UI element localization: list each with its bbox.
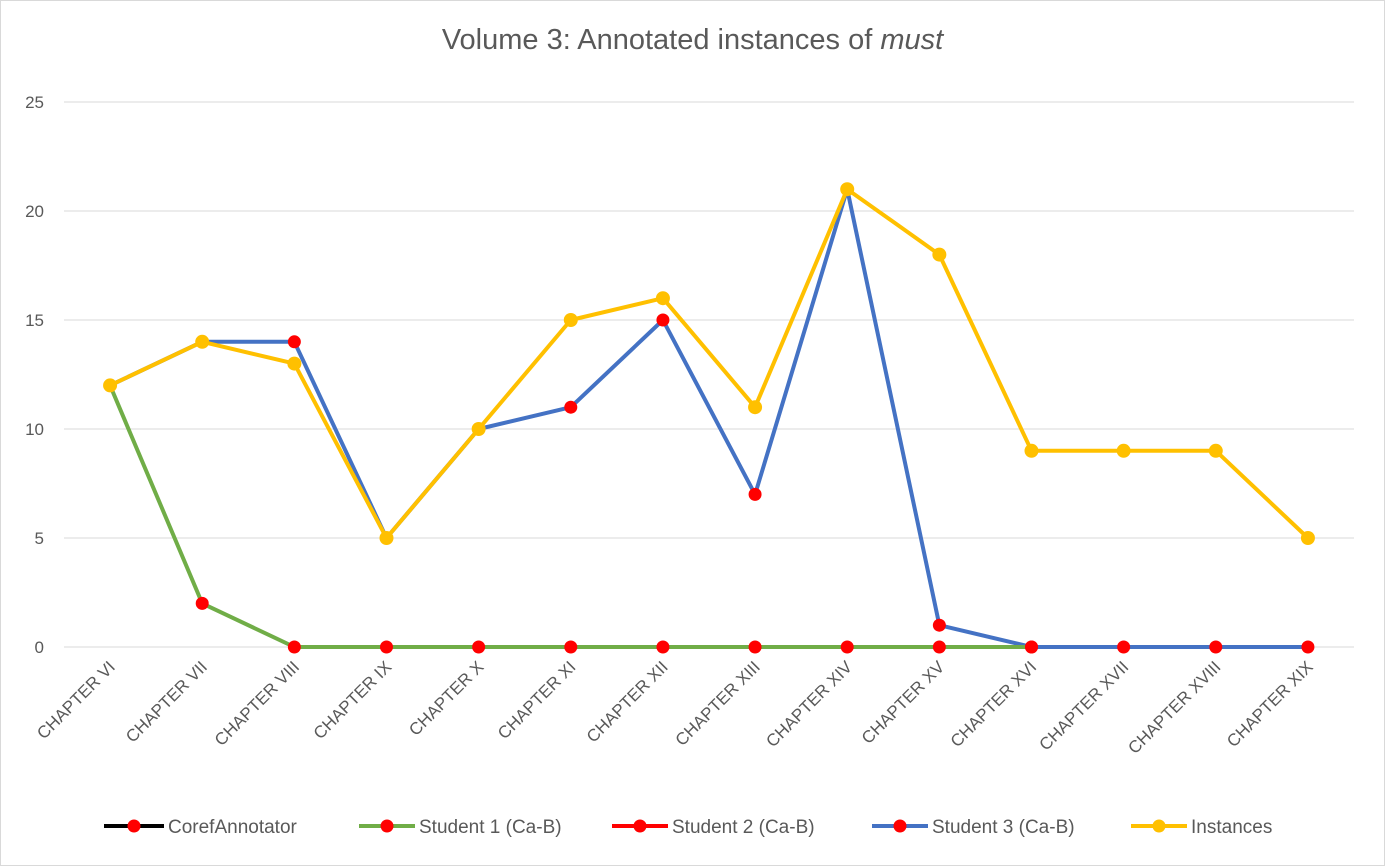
x-tick-label: CHAPTER XVI bbox=[947, 657, 1041, 751]
data-point bbox=[564, 640, 578, 654]
x-tick-label: CHAPTER XI bbox=[494, 657, 580, 743]
data-point bbox=[656, 313, 670, 327]
legend-label: Student 3 (Ca-B) bbox=[932, 817, 1075, 838]
data-point bbox=[1209, 640, 1223, 654]
data-point bbox=[932, 247, 947, 262]
data-point bbox=[287, 335, 301, 349]
data-point bbox=[748, 640, 762, 654]
data-point bbox=[748, 400, 763, 415]
y-tick-label: 25 bbox=[25, 93, 44, 112]
y-tick-label: 10 bbox=[25, 420, 44, 439]
data-point bbox=[655, 291, 670, 306]
x-tick-label: CHAPTER XVIII bbox=[1124, 657, 1224, 757]
legend-label: Student 1 (Ca-B) bbox=[419, 817, 562, 838]
data-point bbox=[840, 182, 855, 197]
x-tick-label: CHAPTER X bbox=[405, 657, 487, 739]
legend-label: Student 2 (Ca-B) bbox=[672, 817, 815, 838]
data-point bbox=[1024, 443, 1039, 458]
series-line bbox=[109, 187, 1308, 649]
data-point bbox=[564, 400, 578, 414]
data-point bbox=[1301, 640, 1315, 654]
data-point bbox=[1117, 640, 1131, 654]
data-point bbox=[1208, 443, 1223, 458]
data-point bbox=[380, 640, 393, 654]
data-point bbox=[471, 422, 486, 436]
legend-item: Instances bbox=[1131, 817, 1272, 838]
x-tick-label: CHAPTER VII bbox=[122, 657, 211, 746]
x-tick-label: CHAPTER XIII bbox=[672, 657, 764, 749]
y-tick-label: 5 bbox=[35, 529, 44, 548]
data-point bbox=[1025, 640, 1038, 654]
x-tick-label: CHAPTER VIII bbox=[211, 657, 303, 749]
y-tick-label: 15 bbox=[25, 311, 44, 330]
legend-swatch-marker bbox=[127, 819, 141, 833]
data-point bbox=[932, 640, 946, 654]
data-point bbox=[287, 356, 302, 371]
legend-label: Instances bbox=[1191, 817, 1272, 838]
data-point bbox=[195, 596, 209, 610]
data-point bbox=[563, 313, 578, 327]
x-tick-label: CHAPTER XVII bbox=[1036, 657, 1133, 754]
legend-item: Student 1 (Ca-B) bbox=[359, 817, 562, 838]
data-point bbox=[1300, 531, 1315, 545]
x-tick-label: CHAPTER IX bbox=[310, 657, 396, 743]
x-tick-label: CHAPTER XIX bbox=[1223, 657, 1317, 751]
legend-item: Student 3 (Ca-B) bbox=[872, 817, 1075, 838]
legend-label: CorefAnnotator bbox=[168, 817, 298, 838]
chart-title: Volume 3: Annotated instances of must bbox=[441, 24, 944, 56]
data-point bbox=[472, 640, 486, 654]
data-point bbox=[748, 487, 762, 501]
data-point bbox=[103, 378, 118, 393]
x-tick-label: CHAPTER XIV bbox=[762, 657, 856, 751]
legend-swatch-marker bbox=[380, 819, 394, 833]
data-point bbox=[287, 640, 301, 654]
x-tick-label: CHAPTER VI bbox=[33, 657, 119, 743]
x-tick-label: CHAPTER XII bbox=[583, 657, 672, 746]
legend-item: CorefAnnotator bbox=[104, 817, 298, 838]
data-point bbox=[195, 334, 210, 349]
y-tick-label: 0 bbox=[35, 638, 44, 657]
data-point bbox=[656, 640, 670, 654]
series-line bbox=[109, 187, 1310, 540]
data-point bbox=[1116, 443, 1131, 458]
legend-swatch-marker bbox=[893, 819, 907, 833]
data-point bbox=[932, 618, 946, 632]
legend-swatch-marker bbox=[1152, 819, 1166, 833]
data-point bbox=[840, 640, 854, 654]
legend-item: Student 2 (Ca-B) bbox=[612, 817, 815, 838]
legend-swatch-marker bbox=[633, 819, 647, 833]
series-line bbox=[108, 384, 1032, 649]
x-tick-label: CHAPTER XV bbox=[858, 657, 949, 748]
data-point bbox=[379, 531, 394, 545]
y-tick-label: 20 bbox=[25, 202, 44, 221]
